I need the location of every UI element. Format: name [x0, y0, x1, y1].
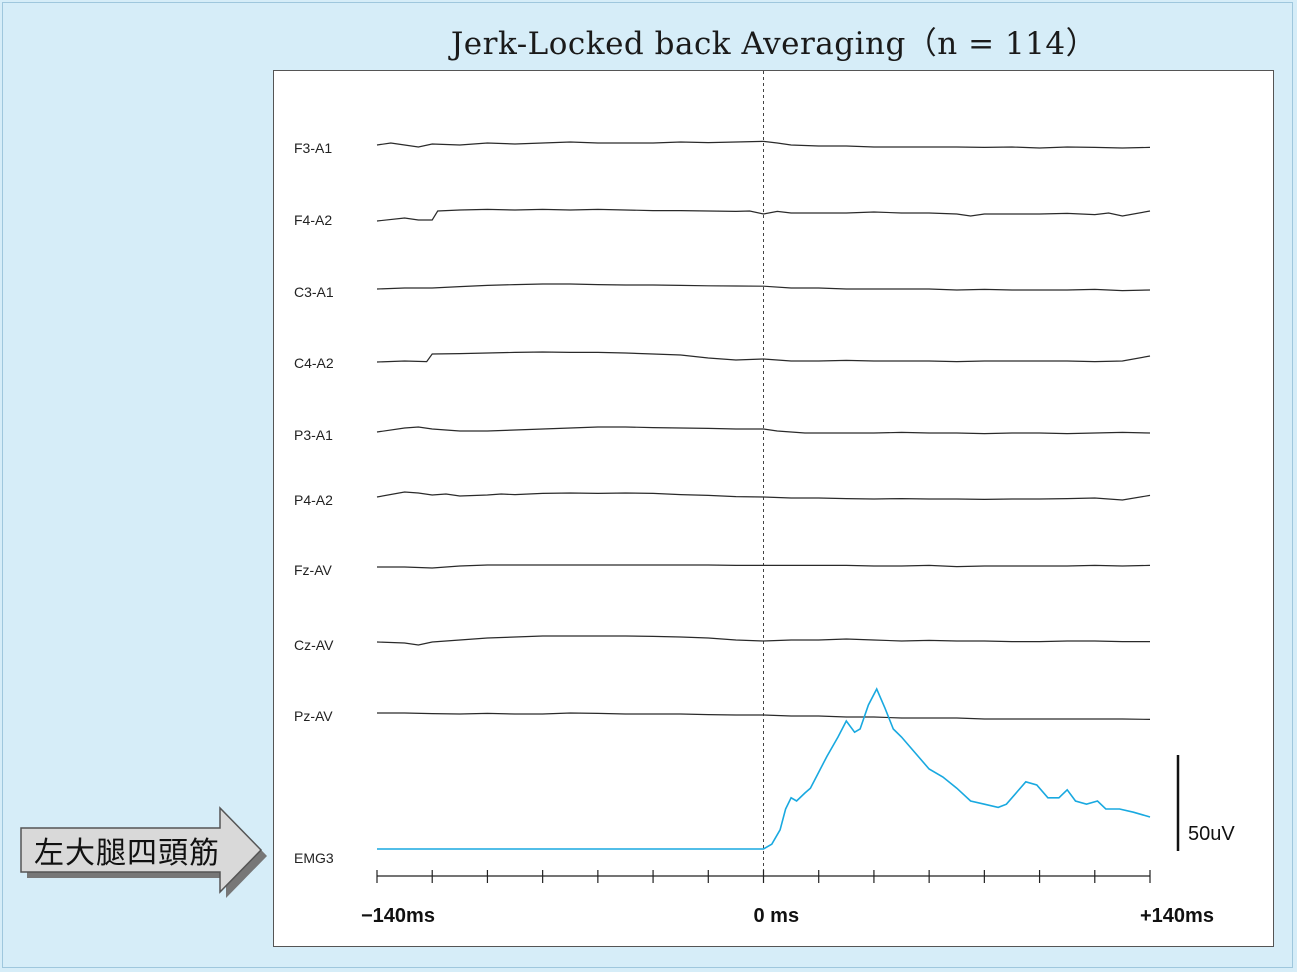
- trace-group: [376, 71, 1151, 879]
- channel-label-c3-a1: C3-A1: [294, 284, 334, 300]
- scale-bar: 50uV: [1176, 755, 1235, 851]
- channel-label-emg3: EMG3: [294, 850, 334, 866]
- channel-label-f4-a2: F4-A2: [294, 212, 332, 228]
- x-axis: −140ms 0 ms +140ms: [361, 870, 1214, 927]
- arrow-shape: [20, 806, 267, 898]
- trace-f3-a1: [376, 140, 1151, 149]
- trace-fz-av: [377, 564, 1151, 569]
- chart-plot: F3-A1 F4-A2 C3-A1 C4-A2 P3-A1 P4-A2 Fz-AV Cz-AV…: [294, 71, 1235, 927]
- trace-p3-a1: [376, 426, 1151, 435]
- trace-emg3: [377, 687, 1151, 850]
- trace-f4-a2: [376, 208, 1151, 222]
- chart-title: Jerk-Locked back Averaging（n = 114）: [450, 26, 1098, 62]
- x-tick-label: −140ms: [361, 905, 435, 927]
- trace-p4-a2: [376, 491, 1151, 501]
- x-tick-label: 0 ms: [754, 905, 800, 927]
- plot-panel: F3-A1 F4-A2 C3-A1 C4-A2 P3-A1 P4-A2 Fz-AV Cz-AV…: [273, 70, 1274, 947]
- muscle-label: 左大腿四頭筋: [34, 836, 220, 871]
- trace-cz-av: [376, 635, 1150, 646]
- channel-label-c4-a2: C4-A2: [294, 355, 334, 371]
- channel-label-f3-a1: F3-A1: [294, 140, 332, 156]
- channel-label-fz-av: Fz-AV: [294, 562, 333, 578]
- channel-label-group: F3-A1 F4-A2 C3-A1 C4-A2 P3-A1 P4-A2 Fz-AV Cz-AV…: [294, 140, 334, 866]
- muscle-callout: 左大腿四頭筋: [18, 805, 270, 901]
- trace-pz-av: [377, 712, 1151, 720]
- channel-label-p3-a1: P3-A1: [294, 427, 333, 443]
- x-tick-label: +140ms: [1140, 905, 1214, 927]
- channel-label-p4-a2: P4-A2: [294, 492, 333, 508]
- channel-label-pz-av: Pz-AV: [294, 708, 333, 724]
- trace-c4-a2: [376, 351, 1151, 363]
- channel-label-cz-av: Cz-AV: [294, 637, 334, 653]
- trace-c3-a1: [376, 283, 1151, 292]
- scale-bar-label: 50uV: [1188, 823, 1235, 845]
